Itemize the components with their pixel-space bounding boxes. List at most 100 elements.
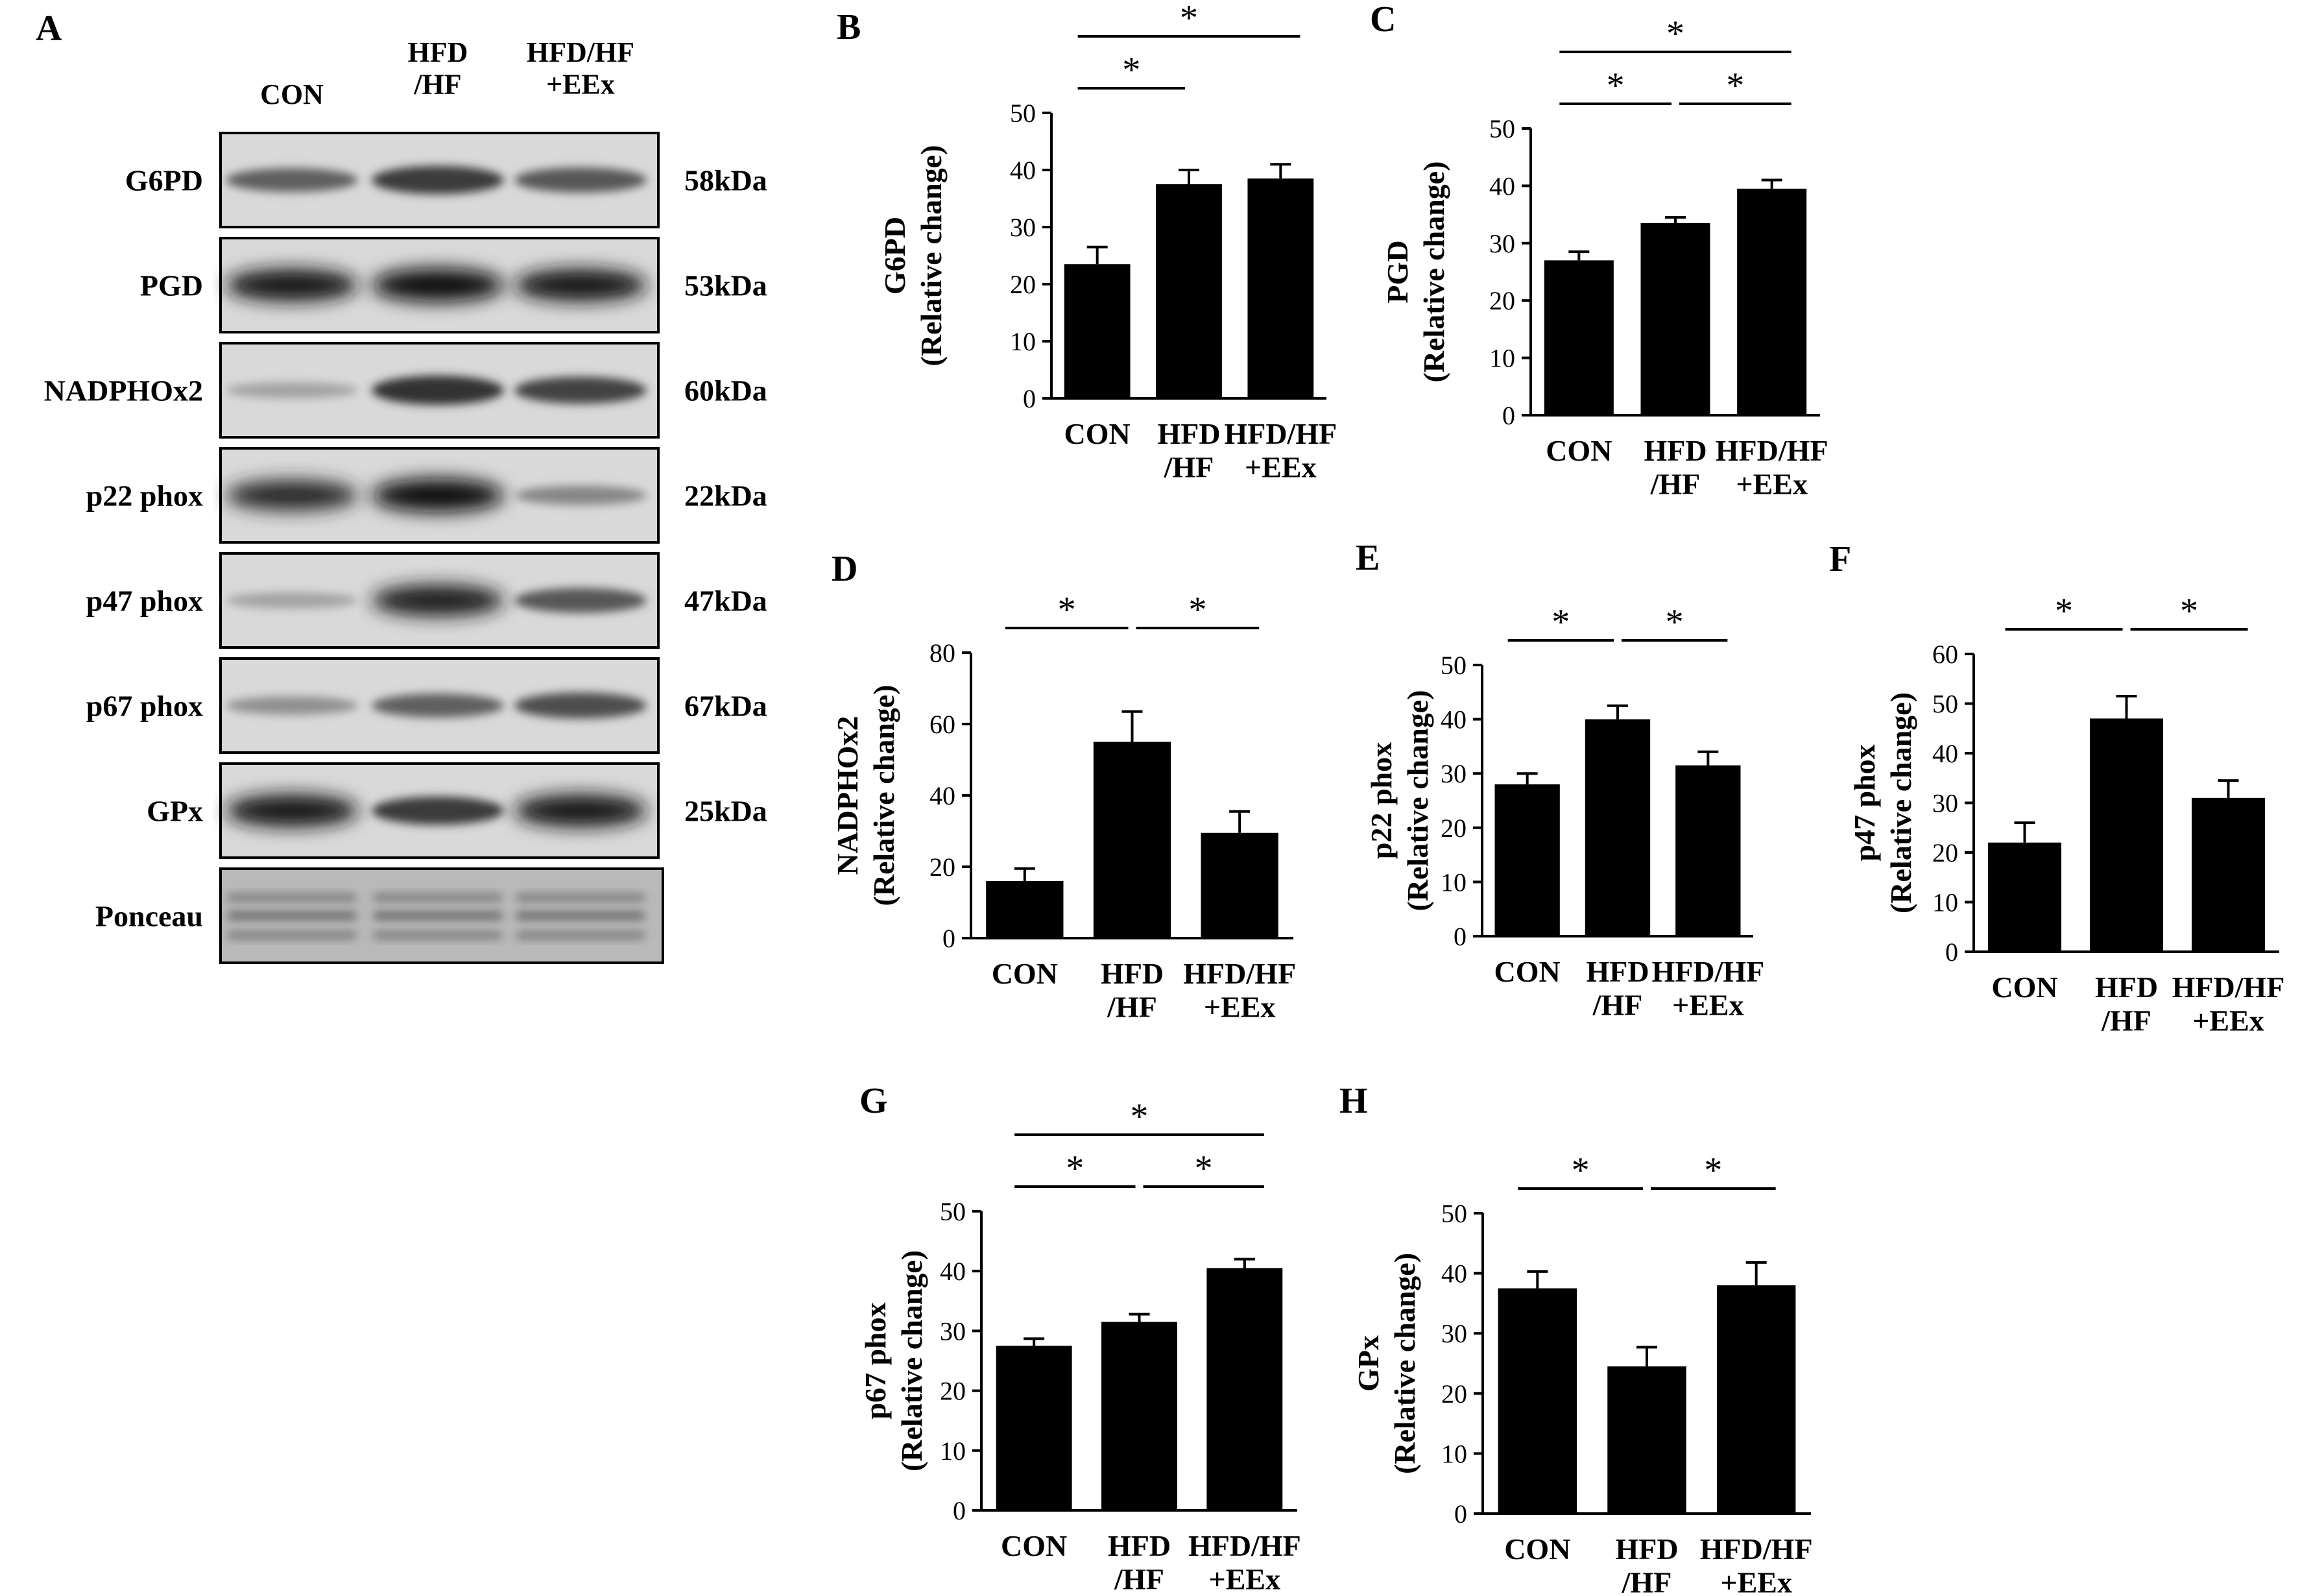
bar (1716, 1285, 1796, 1514)
y-tick-label: 0 (1502, 401, 1515, 430)
y-tick-label: 0 (942, 924, 955, 953)
y-tick-label: 50 (1441, 651, 1467, 680)
blot-size-label: 53kDa (684, 269, 767, 302)
y-tick-label: 0 (1454, 1499, 1467, 1529)
bar (2089, 718, 2164, 952)
blot-band (226, 794, 358, 827)
y-tick-label: 0 (1454, 922, 1467, 951)
y-tick-label: 20 (1441, 814, 1467, 843)
lane-header-label: /HF (413, 68, 461, 100)
bar (1247, 178, 1314, 398)
y-tick-label: 10 (1932, 888, 1958, 917)
blot-band (516, 911, 645, 921)
blot-row: Ponceau (95, 867, 664, 964)
blot-protein-label: PGD (140, 269, 203, 302)
y-axis-label: (Relative change) (1884, 692, 1917, 913)
y-tick-label: 0 (1023, 384, 1036, 413)
significance-label: * (1195, 1148, 1213, 1189)
bar (996, 1346, 1072, 1510)
y-tick-label: 50 (1932, 690, 1958, 719)
lane-header-label: CON (260, 79, 324, 110)
bar (1498, 1288, 1577, 1514)
blot-protein-label: p22 phox (86, 479, 203, 513)
panel-letter: F (1829, 539, 1851, 579)
category-label: +EEx (1245, 451, 1317, 484)
blot-band (373, 911, 503, 921)
significance-label: * (1188, 590, 1206, 630)
y-tick-label: 10 (1489, 344, 1515, 373)
blot-protein-label: Ponceau (95, 900, 203, 933)
y-axis-label: p67 phox (859, 1302, 892, 1419)
y-tick-label: 40 (940, 1257, 966, 1286)
lane-header-label: HFD (408, 36, 468, 68)
blot-row: PGD 53kDa (140, 237, 767, 333)
blot-band (514, 167, 647, 193)
chart-panel-d: D 0 20 40 60 80 NADPHOx2 (Relative change) CON HF… (831, 549, 1296, 1024)
category-label: HFD/HF (1224, 417, 1337, 450)
y-tick-label: 10 (1441, 867, 1467, 897)
y-tick-label: 10 (1010, 327, 1036, 356)
blot-protein-label: p67 phox (86, 690, 203, 723)
blot-band (372, 268, 504, 302)
blot-band (227, 930, 357, 940)
panel-letter: G (859, 1081, 888, 1121)
y-axis-label: (Relative change) (867, 684, 900, 906)
category-label: /HF (1592, 989, 1643, 1022)
blot-band (372, 165, 504, 195)
y-axis-label: PGD (1381, 240, 1414, 303)
bar (1987, 842, 2062, 952)
significance-label: * (1551, 602, 1570, 642)
blot-size-label: 25kDa (684, 795, 767, 828)
blot-band (226, 480, 358, 511)
bar (986, 881, 1064, 938)
panel-letter: D (832, 549, 857, 589)
blot-size-label: 60kDa (684, 374, 767, 407)
bar (1064, 264, 1131, 398)
significance-label: * (1131, 1096, 1149, 1137)
lane-header-label: +EEx (546, 68, 615, 100)
category-label: CON (1064, 417, 1131, 450)
significance-label: * (2180, 591, 2198, 631)
blot-row: NADPHOx2 60kDa (44, 342, 767, 439)
bar (1640, 223, 1710, 415)
category-label: CON (1546, 434, 1612, 467)
y-tick-label: 50 (1441, 1199, 1467, 1228)
bar (1607, 1366, 1686, 1514)
y-tick-label: 40 (1441, 1259, 1467, 1288)
significance-label: * (1066, 1148, 1084, 1189)
blot-band (372, 585, 504, 616)
category-label: CON (1494, 955, 1561, 988)
category-label: /HF (1164, 451, 1214, 484)
y-tick-label: 20 (1010, 270, 1036, 299)
category-label: HFD/HF (1716, 434, 1828, 467)
blot-protein-label: NADPHOx2 (44, 374, 203, 407)
category-label: +EEx (1672, 989, 1744, 1022)
significance-label: * (2055, 591, 2073, 631)
y-axis-label: NADPHOx2 (831, 716, 864, 875)
y-tick-label: 20 (1489, 286, 1515, 315)
y-tick-label: 50 (1489, 114, 1515, 143)
y-tick-label: 20 (940, 1377, 966, 1406)
y-axis-label: (Relative change) (915, 145, 948, 366)
y-tick-label: 30 (940, 1316, 966, 1346)
panel-letter: C (1370, 0, 1396, 40)
blot-row: p22 phox 22kDa (86, 447, 767, 544)
bar (1675, 765, 1741, 936)
blot-band (373, 930, 503, 940)
y-tick-label: 20 (1932, 838, 1958, 867)
significance-label: * (1726, 66, 1744, 106)
blot-band (372, 375, 504, 405)
category-label: HFD/HF (1183, 957, 1296, 990)
y-axis-label: G6PD (878, 217, 911, 295)
chart-panel-f: F 0 10 20 30 40 50 60 p47 phox (Relative change) C… (1829, 539, 2284, 1037)
y-tick-label: 60 (929, 710, 955, 739)
y-tick-label: 50 (1010, 99, 1036, 128)
category-label: +EEx (1204, 991, 1276, 1024)
significance-label: * (1058, 590, 1076, 630)
category-label: +EEx (1209, 1563, 1281, 1596)
chart-panel-e: E 0 10 20 30 40 50 p22 phox (Relative change) CON… (1356, 538, 1764, 1022)
panel-letter: B (837, 7, 861, 47)
chart-panel-c: C 0 10 20 30 40 50 PGD (Relative change) CON HFD/H… (1370, 0, 1828, 501)
